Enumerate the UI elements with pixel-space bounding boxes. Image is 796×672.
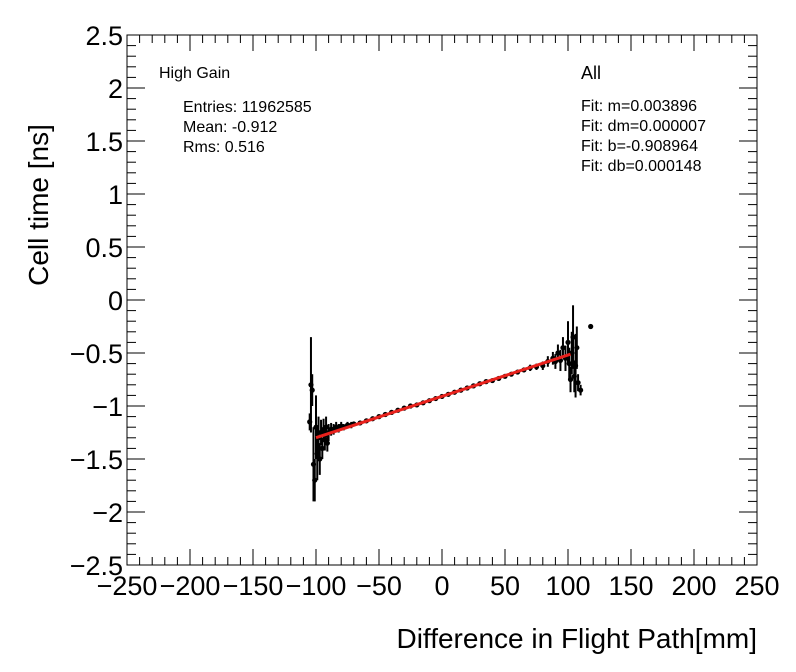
fit-db: Fit: db=0.000148	[581, 158, 702, 175]
y-tick-label: 1	[108, 180, 123, 210]
data-point	[317, 456, 323, 462]
fit-b: Fit: b=-0.908964	[581, 138, 698, 155]
y-tick-label: 2	[108, 74, 123, 104]
data-point	[324, 440, 330, 446]
x-tick-label: 50	[490, 571, 520, 601]
x-tick-label: 100	[545, 571, 590, 601]
fit-line	[315, 352, 571, 440]
data-point	[566, 361, 572, 367]
y-tick-label: −1.5	[70, 445, 123, 475]
y-axis-title: Cell time [ns]	[23, 124, 54, 286]
data-point	[312, 477, 318, 483]
stats-mean: Mean: -0.912	[183, 119, 278, 136]
y-tick-label: 1.5	[85, 127, 123, 157]
data-point	[588, 323, 594, 330]
data-point	[309, 387, 315, 393]
x-tick-label: −250	[97, 571, 158, 601]
y-tick-label: −2	[92, 498, 123, 528]
data-point	[323, 424, 329, 430]
fit-title: All	[581, 63, 602, 83]
x-tick-labels: −250 −200 −150 −100 −50 0 50 100 150 200 250	[97, 571, 780, 601]
x-tick-label: 0	[434, 571, 449, 601]
stats-title: High Gain	[159, 65, 231, 82]
x-tick-label: 150	[608, 571, 653, 601]
x-tick-label: −200	[160, 571, 221, 601]
x-axis-title: Difference in Flight Path[mm]	[396, 623, 757, 654]
y-tick-label: 0	[108, 286, 123, 316]
data-point	[555, 350, 561, 356]
data-point	[570, 334, 576, 340]
data-point	[565, 339, 571, 345]
data-point	[560, 345, 566, 351]
x-tick-label: 200	[671, 571, 716, 601]
x-tick-label: −100	[286, 571, 347, 601]
fit-line-group	[315, 352, 571, 440]
data-point	[574, 345, 580, 351]
x-tick-label: 250	[734, 571, 779, 601]
x-tick-label: −150	[223, 571, 284, 601]
stats-rms: Rms: 0.516	[183, 139, 265, 156]
y-tick-label: 0.5	[85, 233, 123, 263]
data-point	[319, 445, 325, 451]
y-tick-label: −1	[92, 392, 123, 422]
x-tick-label: −50	[356, 571, 402, 601]
data-points	[307, 305, 594, 502]
y-tick-label: −0.5	[70, 339, 123, 369]
fit-m: Fit: m=0.003896	[581, 98, 698, 115]
y-tick-labels: −2.5 −2 −1.5 −1 −0.5 0 0.5 1 1.5 2 2.5	[70, 21, 123, 581]
data-point	[578, 387, 584, 393]
y-tick-label: −2.5	[70, 551, 123, 581]
axis-ticks	[126, 34, 758, 566]
fit-dm: Fit: dm=0.000007	[581, 118, 706, 135]
data-point	[567, 376, 574, 383]
y-tick-label: 2.5	[85, 21, 123, 51]
data-point	[575, 380, 581, 386]
stats-entries: Entries: 11962585	[183, 99, 312, 116]
